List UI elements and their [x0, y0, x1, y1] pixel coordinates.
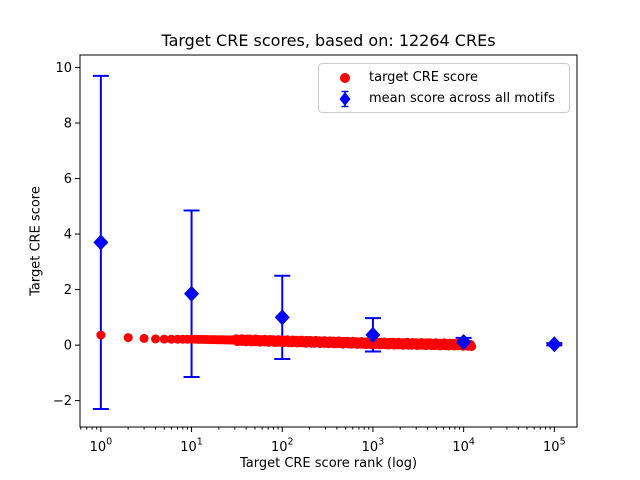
target-score-dot: [123, 333, 133, 343]
x-axis-label: Target CRE score rank (log): [239, 456, 418, 471]
mean-score-diamonds: [93, 234, 562, 353]
target-score-dot: [96, 330, 106, 340]
y-tick-label: 10: [55, 61, 72, 76]
target-score-dot: [159, 334, 169, 344]
red-circle-marker-icon: [340, 72, 350, 83]
y-axis-ticks: [75, 66, 80, 402]
plot-border: [79, 54, 578, 428]
x-tick-label: 100: [90, 437, 113, 456]
mean-score-diamond: [184, 285, 200, 302]
y-tick-label: 2: [64, 283, 72, 298]
y-tick-label: −2: [53, 394, 72, 409]
y-axis-tick-labels: −2 0 2 4 6 8 10: [53, 61, 72, 409]
legend-item-target-cre-score: target CRE score: [325, 67, 563, 88]
mean-score-diamond: [93, 234, 109, 251]
y-tick-label: 4: [64, 228, 72, 243]
x-tick-label: 105: [543, 437, 566, 456]
y-tick-label: 8: [64, 117, 72, 132]
mean-score-diamond: [456, 334, 472, 351]
target-score-dot: [467, 342, 477, 351]
blue-diamond-errorbar-marker-icon: [339, 90, 351, 107]
legend-label: mean score across all motifs: [369, 91, 555, 106]
target-score-series: [96, 330, 477, 351]
y-tick-label: 0: [64, 339, 72, 354]
legend-item-mean-score: mean score across all motifs: [325, 88, 563, 109]
x-tick-label: 101: [180, 437, 203, 456]
target-score-dot: [139, 333, 149, 343]
y-axis-label: Target CRE score: [28, 186, 44, 296]
legend-label: target CRE score: [369, 70, 479, 85]
legend: target CRE score mean score across all m…: [318, 63, 570, 113]
x-axis-tick-labels: 100 101 102 103 104 105: [90, 437, 566, 456]
chart-title: Target CRE scores, based on: 12264 CREs: [161, 31, 496, 50]
target-score-dot: [151, 334, 160, 344]
x-tick-label: 103: [362, 437, 385, 456]
mean-score-errorbars: [92, 74, 563, 410]
mean-score-diamond: [365, 326, 381, 343]
mean-score-diamond: [274, 309, 290, 326]
x-axis-ticks: [80, 427, 555, 432]
mean-score-diamond: [546, 336, 562, 353]
x-tick-label: 102: [271, 437, 294, 456]
legend-circle-glyph: [340, 72, 350, 83]
x-tick-label: 104: [452, 437, 475, 456]
legend-diamond-glyph: [339, 91, 351, 106]
y-tick-label: 6: [64, 172, 72, 187]
